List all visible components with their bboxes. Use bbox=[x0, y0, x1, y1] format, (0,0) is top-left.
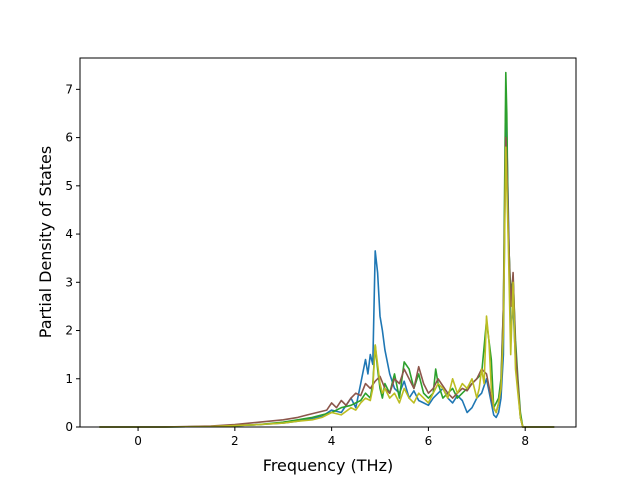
x-axis: 0 2 4 6 8 bbox=[134, 427, 529, 448]
y-tick-label: 6 bbox=[65, 131, 73, 145]
x-tick-label: 2 bbox=[231, 434, 239, 448]
x-tick-label: 6 bbox=[425, 434, 433, 448]
series-line-4 bbox=[99, 146, 555, 428]
y-axis-label: Partial Density of States bbox=[36, 146, 55, 338]
y-axis: 0 1 2 3 4 5 6 7 bbox=[65, 82, 80, 434]
x-tick-label: 4 bbox=[328, 434, 336, 448]
y-tick-label: 0 bbox=[65, 420, 73, 434]
x-tick-label: 8 bbox=[521, 434, 529, 448]
y-tick-label: 2 bbox=[65, 324, 73, 338]
y-tick-label: 5 bbox=[65, 179, 73, 193]
plot-frame bbox=[79, 57, 577, 428]
y-tick-label: 3 bbox=[65, 275, 73, 289]
series-line-2 bbox=[99, 71, 555, 428]
x-axis-label: Frequency (THz) bbox=[263, 456, 393, 475]
y-tick-label: 4 bbox=[65, 227, 73, 241]
series-group bbox=[99, 71, 555, 428]
x-tick-label: 0 bbox=[134, 434, 142, 448]
y-tick-label: 7 bbox=[65, 82, 73, 96]
y-tick-label: 1 bbox=[65, 372, 73, 386]
